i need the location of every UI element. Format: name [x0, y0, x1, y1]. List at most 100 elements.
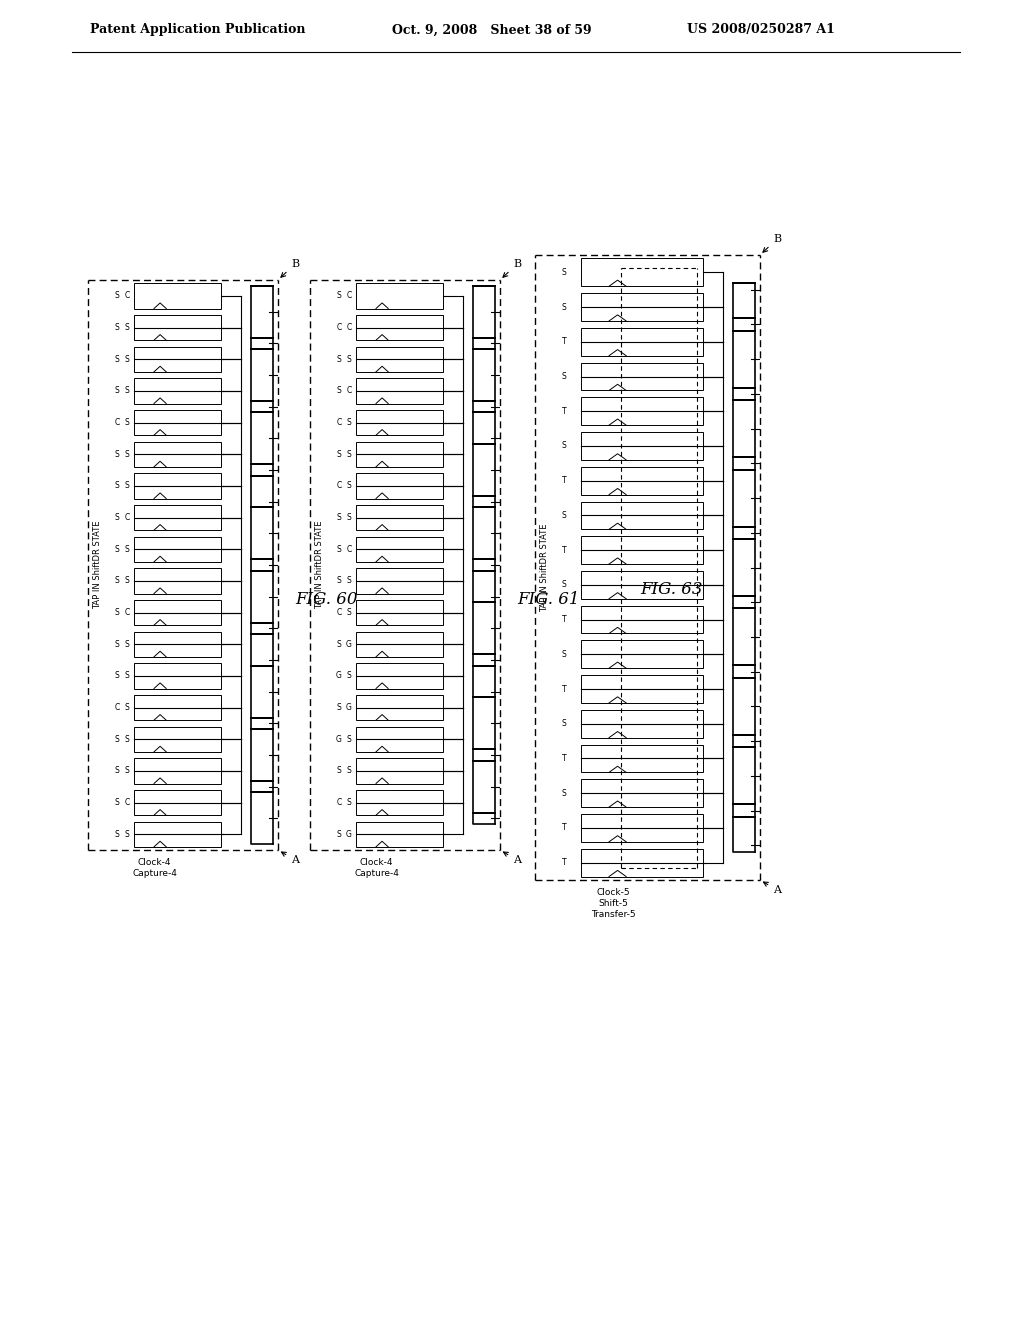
- Text: T: T: [562, 477, 566, 486]
- Bar: [134, 663, 221, 689]
- Text: S: S: [115, 609, 120, 616]
- Text: A: A: [282, 851, 299, 865]
- Bar: [581, 710, 703, 738]
- Bar: [356, 536, 443, 562]
- Text: S: S: [115, 450, 120, 458]
- Bar: [356, 346, 443, 372]
- Bar: [581, 814, 703, 842]
- Text: T: T: [562, 824, 566, 833]
- Text: S: S: [561, 372, 566, 381]
- Text: G: G: [346, 704, 352, 711]
- Text: S: S: [115, 482, 120, 490]
- Bar: [134, 758, 221, 784]
- Text: S: S: [115, 640, 120, 648]
- Text: US 2008/0250287 A1: US 2008/0250287 A1: [687, 24, 835, 37]
- Text: S: S: [115, 292, 120, 301]
- Text: A: A: [764, 882, 781, 895]
- Bar: [581, 327, 703, 355]
- Bar: [356, 821, 443, 847]
- Text: S: S: [347, 513, 351, 521]
- Text: S: S: [561, 441, 566, 450]
- Text: C: C: [336, 609, 342, 616]
- Text: C: C: [336, 799, 342, 807]
- Text: Clock-5: Clock-5: [597, 888, 631, 898]
- Text: TAP IN ShiftDR STATE: TAP IN ShiftDR STATE: [541, 523, 550, 611]
- Text: S: S: [115, 355, 120, 364]
- Text: C: C: [124, 609, 130, 616]
- Text: S: S: [561, 511, 566, 520]
- Bar: [356, 599, 443, 626]
- Bar: [581, 293, 703, 321]
- Text: B: B: [503, 259, 521, 277]
- Text: C: C: [115, 418, 120, 426]
- Text: S: S: [347, 799, 351, 807]
- Text: S: S: [347, 450, 351, 458]
- Bar: [356, 694, 443, 721]
- Bar: [134, 631, 221, 657]
- Text: S: S: [561, 649, 566, 659]
- Text: S: S: [337, 387, 341, 395]
- Bar: [356, 568, 443, 594]
- Bar: [134, 568, 221, 594]
- Text: S: S: [337, 830, 341, 838]
- Text: S: S: [125, 672, 129, 680]
- Bar: [356, 315, 443, 341]
- Text: C: C: [336, 323, 342, 333]
- Text: S: S: [561, 302, 566, 312]
- Text: C: C: [124, 513, 130, 521]
- Text: Clock-4: Clock-4: [138, 858, 171, 867]
- Text: S: S: [115, 767, 120, 775]
- Bar: [134, 315, 221, 341]
- Bar: [581, 849, 703, 876]
- Text: S: S: [125, 640, 129, 648]
- Bar: [356, 284, 443, 309]
- Text: S: S: [115, 672, 120, 680]
- Text: S: S: [125, 323, 129, 333]
- Text: S: S: [115, 323, 120, 333]
- Text: S: S: [125, 767, 129, 775]
- Bar: [356, 663, 443, 689]
- Text: C: C: [336, 482, 342, 490]
- Text: S: S: [115, 513, 120, 521]
- Text: S: S: [115, 735, 120, 743]
- Bar: [134, 821, 221, 847]
- Bar: [356, 473, 443, 499]
- Text: S: S: [125, 418, 129, 426]
- Text: C: C: [346, 292, 351, 301]
- Text: T: T: [562, 338, 566, 346]
- Text: S: S: [337, 704, 341, 711]
- Text: S: S: [115, 577, 120, 585]
- Bar: [581, 259, 703, 286]
- Text: S: S: [347, 672, 351, 680]
- Text: S: S: [125, 355, 129, 364]
- Text: C: C: [124, 292, 130, 301]
- Text: S: S: [115, 830, 120, 838]
- Bar: [356, 758, 443, 784]
- Text: S: S: [125, 450, 129, 458]
- Text: Oct. 9, 2008   Sheet 38 of 59: Oct. 9, 2008 Sheet 38 of 59: [392, 24, 592, 37]
- Bar: [581, 572, 703, 599]
- Text: B: B: [281, 259, 299, 277]
- Bar: [356, 409, 443, 436]
- Text: S: S: [125, 830, 129, 838]
- Bar: [134, 441, 221, 467]
- Text: G: G: [346, 830, 352, 838]
- Bar: [356, 631, 443, 657]
- Text: C: C: [346, 387, 351, 395]
- Bar: [134, 346, 221, 372]
- Bar: [581, 363, 703, 391]
- Text: Clock-4: Clock-4: [359, 858, 393, 867]
- Text: S: S: [561, 581, 566, 589]
- Bar: [134, 789, 221, 816]
- Text: S: S: [347, 418, 351, 426]
- Bar: [356, 726, 443, 752]
- Text: S: S: [125, 577, 129, 585]
- Text: S: S: [347, 577, 351, 585]
- Text: Shift-5: Shift-5: [599, 899, 629, 908]
- Text: B: B: [763, 234, 781, 252]
- Text: S: S: [125, 704, 129, 711]
- Bar: [134, 726, 221, 752]
- Text: S: S: [347, 767, 351, 775]
- Text: FIG. 60: FIG. 60: [295, 591, 357, 609]
- Bar: [581, 606, 703, 634]
